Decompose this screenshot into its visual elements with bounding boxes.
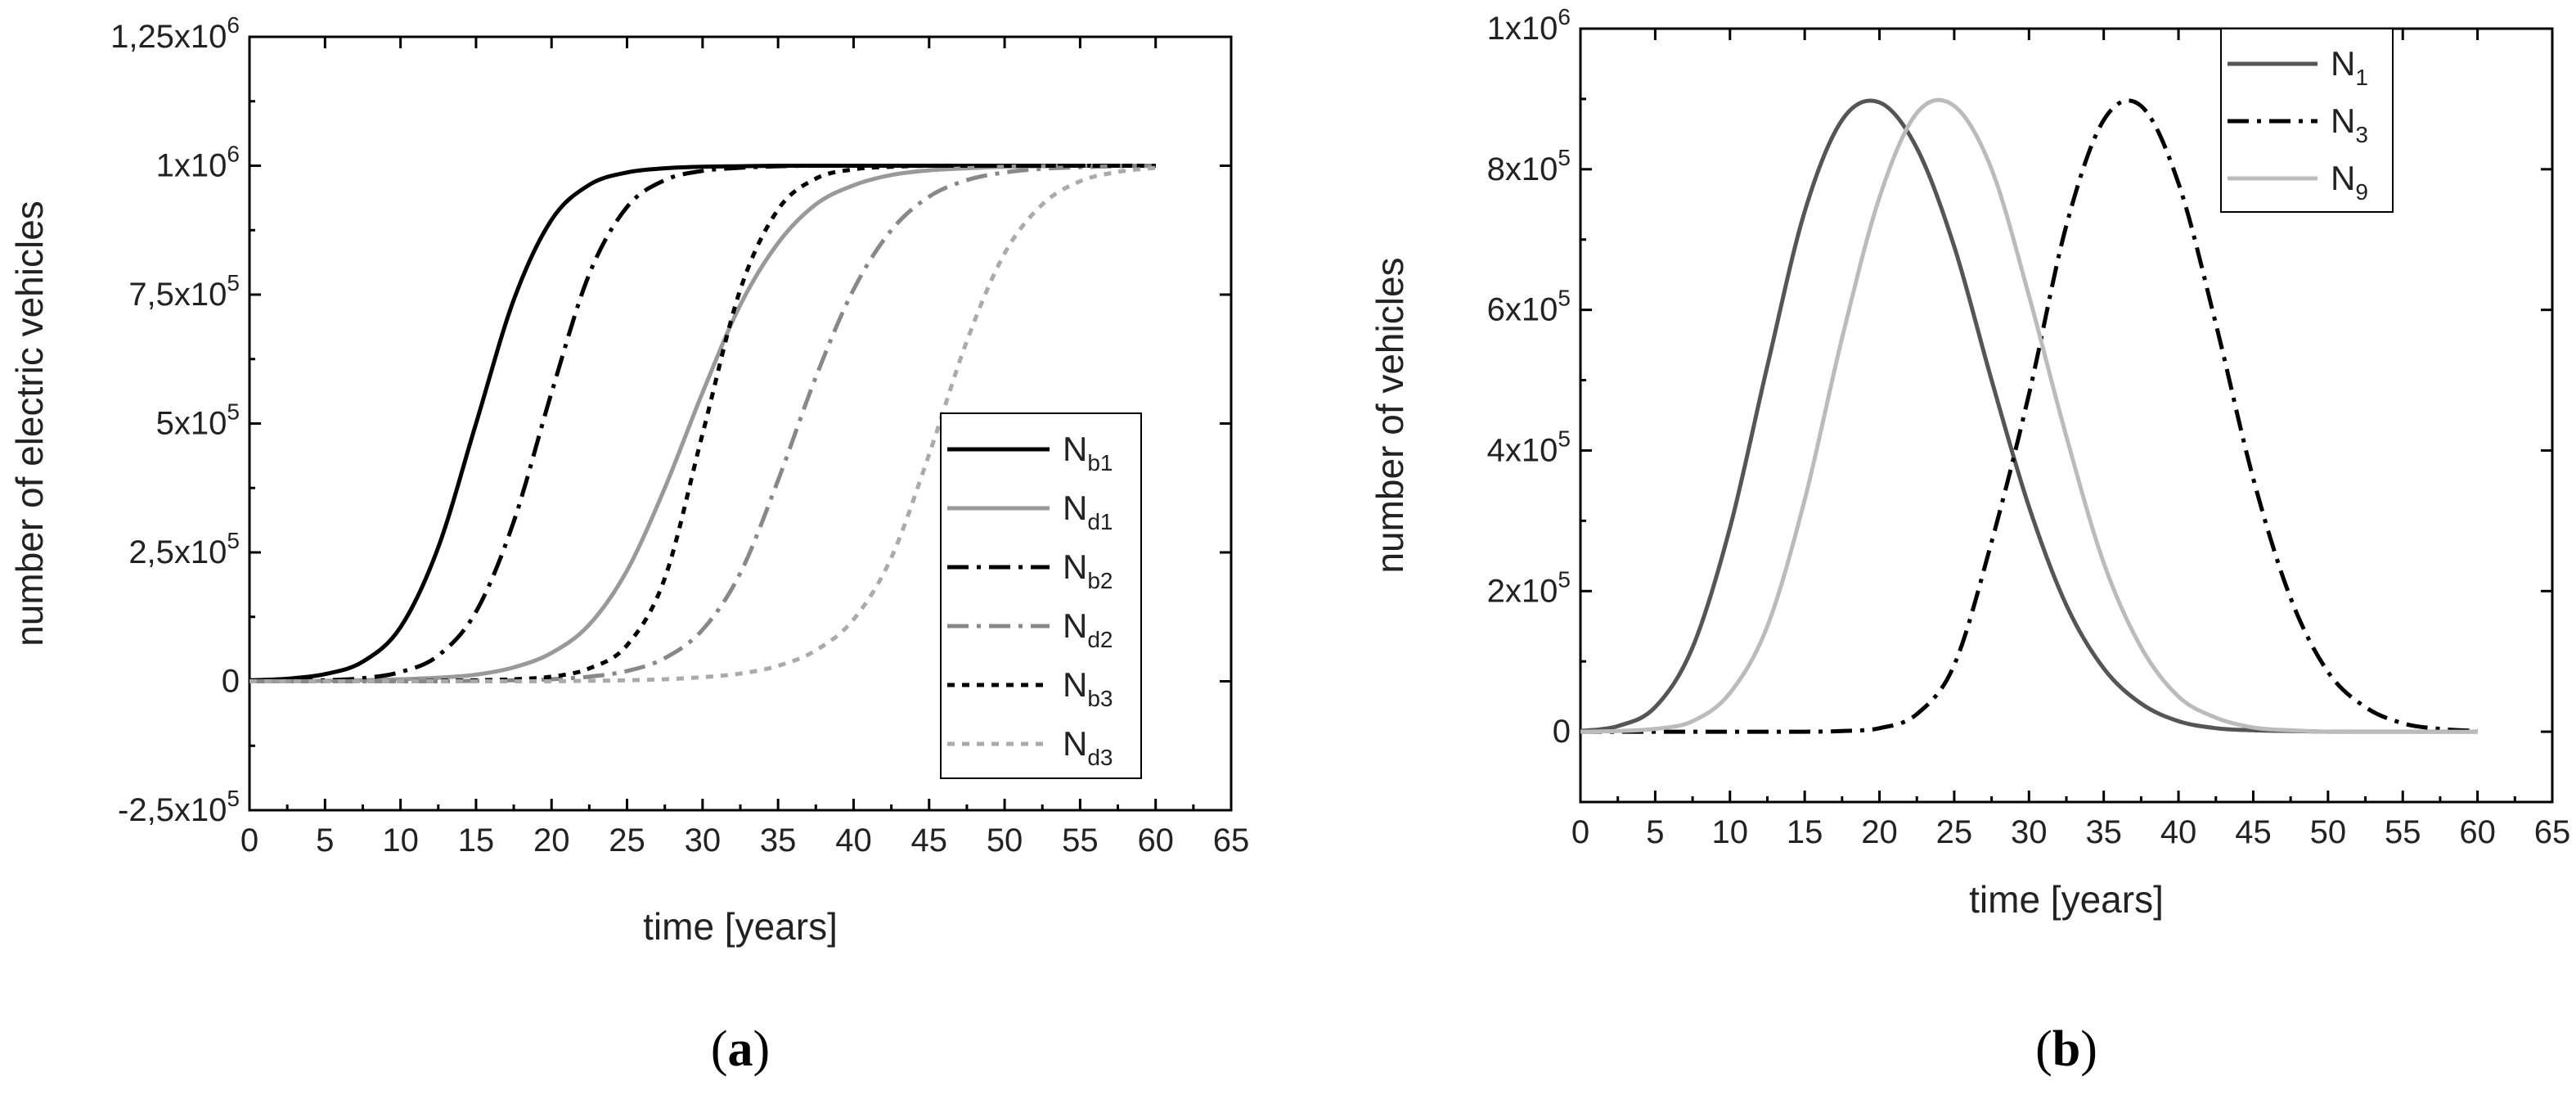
- legend-label: N9: [2331, 159, 2368, 205]
- chart-panel-a: 0 5 10 15 20 25 30 35 40 45 50 55 60 65-2,5x10502,5x1…: [8, 12, 1249, 1077]
- x-tick-label: 0: [1571, 814, 1589, 850]
- x-tick-label: 25: [609, 822, 645, 858]
- series-line-nd2: [250, 164, 1156, 684]
- x-tick-label: 55: [2385, 814, 2421, 850]
- y-tick-label: 8x105: [1487, 145, 1571, 187]
- legend-label: Nb1: [1063, 430, 1113, 475]
- x-tick-label: 35: [2085, 814, 2122, 850]
- legend-label: N1: [2331, 44, 2368, 90]
- y-tick-label: 0: [222, 664, 240, 700]
- chart-panel-b: 0 5 10 15 20 25 30 35 40 45 50 55 60 65 0 2x105 4x105 6x1…: [1369, 4, 2570, 1077]
- x-tick-label: 30: [685, 822, 722, 858]
- x-tick-label: 0: [241, 822, 258, 858]
- x-tick-label: 15: [1787, 814, 1823, 850]
- y-tick-label: 2x105: [1487, 566, 1571, 609]
- legend-box: [940, 412, 1142, 779]
- plot-frame: [1579, 27, 2554, 804]
- x-tick-label: 65: [1213, 822, 1250, 858]
- x-tick-label: 25: [1936, 814, 1973, 850]
- x-tick-label: 5: [316, 822, 334, 858]
- legend-label: Nb2: [1063, 547, 1113, 593]
- panel-label: (a): [711, 1021, 770, 1077]
- x-tick-label: 35: [760, 822, 797, 858]
- legend-label: Nd2: [1063, 606, 1113, 652]
- legend-label: Nb3: [1063, 665, 1113, 711]
- x-tick-label: 40: [835, 822, 872, 858]
- y-axis-title: number of electric vehicles: [8, 201, 51, 647]
- y-tick-label: 4x105: [1487, 426, 1571, 468]
- series-line-nb3: [250, 163, 1156, 684]
- y-tick-label: 6x105: [1487, 286, 1571, 328]
- series-line-n9: [1580, 97, 2478, 734]
- x-tick-label: 20: [1861, 814, 1898, 850]
- x-tick-label: 60: [2459, 814, 2496, 850]
- y-tick-label: -2,5x105: [118, 786, 240, 828]
- x-tick-label: 40: [2160, 814, 2197, 850]
- x-tick-label: 60: [1137, 822, 1174, 858]
- legend-label: Nd1: [1063, 489, 1113, 534]
- panel-label: (b): [2035, 1021, 2097, 1077]
- x-tick-label: 15: [458, 822, 495, 858]
- y-tick-label: 2,5x105: [128, 528, 240, 570]
- legend: N1 N3 N9: [2220, 28, 2394, 213]
- x-axis-title: time [years]: [643, 905, 838, 948]
- y-tick-label: 1x106: [156, 142, 240, 184]
- x-tick-label: 10: [382, 822, 419, 858]
- x-tick-label: 50: [2310, 814, 2347, 850]
- legend-label: N3: [2331, 101, 2368, 147]
- y-tick-label: 5x105: [156, 399, 240, 442]
- y-tick-label: 1,25x106: [110, 12, 240, 55]
- y-tick-label: 7,5x105: [128, 270, 240, 313]
- legend-label: Nd3: [1063, 724, 1113, 770]
- x-tick-label: 10: [1712, 814, 1749, 850]
- x-tick-label: 45: [2235, 814, 2272, 850]
- legend-box: [2220, 28, 2394, 213]
- x-tick-label: 20: [533, 822, 570, 858]
- x-axis-title: time [years]: [1969, 878, 2164, 921]
- y-tick-label: 1x106: [1487, 4, 1571, 47]
- x-tick-label: 50: [987, 822, 1023, 858]
- y-tick-label: 0: [1553, 714, 1571, 750]
- series-line-n3: [1580, 98, 2478, 734]
- x-tick-label: 30: [2011, 814, 2048, 850]
- x-tick-label: 45: [911, 822, 948, 858]
- legend: Nb1 Nd1 Nb2 Nd2 Nb3 Nd3: [940, 412, 1142, 779]
- x-tick-label: 5: [1646, 814, 1664, 850]
- x-tick-label: 65: [2534, 814, 2571, 850]
- x-tick-label: 55: [1062, 822, 1099, 858]
- y-axis-title: number of vehicles: [1369, 257, 1411, 573]
- series-line-nd1: [250, 163, 1156, 684]
